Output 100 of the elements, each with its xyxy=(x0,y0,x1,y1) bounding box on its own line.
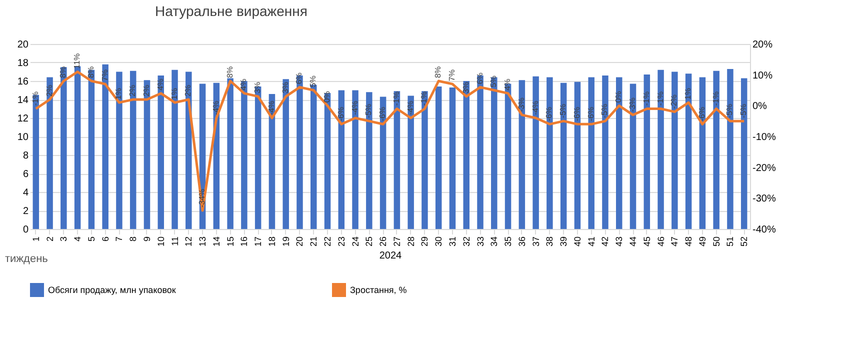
data-label: -6% xyxy=(586,106,596,122)
x-tick-label: 14 xyxy=(211,236,222,247)
x-tick-label: 32 xyxy=(461,236,472,247)
x-tick-label: 52 xyxy=(739,236,750,247)
data-label: 8% xyxy=(434,66,443,78)
bar xyxy=(227,78,234,229)
y2-tick-label: 0% xyxy=(752,101,768,112)
bar xyxy=(740,78,748,229)
data-label: 4% xyxy=(156,78,165,90)
bar xyxy=(672,72,678,229)
y-tick-label: 2 xyxy=(22,206,29,217)
data-label: -6% xyxy=(544,106,554,122)
bar xyxy=(282,79,289,229)
x-tick-label: 28 xyxy=(406,236,416,247)
x-tick-label: 20 xyxy=(294,236,305,247)
bar xyxy=(449,87,456,229)
bar xyxy=(408,96,414,229)
x-tick-label: 24 xyxy=(350,236,360,247)
data-label: 7% xyxy=(100,70,110,82)
bar xyxy=(102,64,108,229)
x-tick-label: 35 xyxy=(503,236,514,247)
x-tick-label: 15 xyxy=(225,236,236,247)
x-tick-label: 9 xyxy=(142,236,152,242)
bar xyxy=(685,74,692,229)
bar xyxy=(727,68,734,229)
data-label: -6% xyxy=(572,106,582,122)
bar xyxy=(532,76,539,229)
data-label: 0% xyxy=(614,91,624,103)
data-label: 5% xyxy=(489,76,498,88)
x-tick-label: 23 xyxy=(336,236,346,247)
x-tick-label: 16 xyxy=(239,236,250,247)
data-label: 3% xyxy=(461,82,470,94)
data-label: 8% xyxy=(86,66,96,78)
bar xyxy=(560,82,567,229)
data-label: 8% xyxy=(225,66,234,78)
x-tick-label: 33 xyxy=(475,236,486,247)
bar xyxy=(46,77,53,229)
x-tick-label: 11 xyxy=(170,236,180,246)
x-tick-label: 8 xyxy=(128,236,138,242)
data-label: -1% xyxy=(392,92,401,106)
data-label: 2% xyxy=(44,84,54,96)
y2-tick-label: -40% xyxy=(752,224,776,236)
text: тиждень xyxy=(5,253,48,265)
x-tick-label: 13 xyxy=(198,236,208,247)
y2-tick-label: 10% xyxy=(752,70,773,82)
x-tick-label: 41 xyxy=(586,236,596,247)
bar xyxy=(602,75,608,229)
bar xyxy=(144,80,150,229)
data-label: -6% xyxy=(336,106,346,122)
x-tick-label: 18 xyxy=(266,236,277,247)
x-tick-label: 6 xyxy=(100,236,110,242)
bar xyxy=(60,67,67,229)
x-tick-label: 10 xyxy=(156,236,166,247)
bar xyxy=(518,80,526,229)
x-tick-label: 29 xyxy=(420,236,430,247)
x-tick-label: 39 xyxy=(558,236,569,247)
x-tick-label: 40 xyxy=(572,236,582,247)
data-label: 6% xyxy=(475,72,484,84)
x-tick-label: 26 xyxy=(378,236,388,247)
data-label: -5% xyxy=(739,104,748,118)
bar xyxy=(491,77,498,229)
data-label: 4% xyxy=(503,78,512,90)
bar xyxy=(116,72,122,229)
x-tick-label: 36 xyxy=(516,236,527,247)
bar xyxy=(616,77,622,229)
bar xyxy=(324,93,331,229)
data-label: 2% xyxy=(128,84,138,96)
data-label: 0% xyxy=(322,91,332,103)
data-label: -4% xyxy=(406,100,415,115)
data-label: 2% xyxy=(184,84,193,96)
x-tick-label: 37 xyxy=(530,236,541,247)
y-tick-label: 8 xyxy=(22,150,29,162)
data-label: -5% xyxy=(364,104,374,118)
x-tick-label: 48 xyxy=(684,236,694,247)
x-tick-label: 5 xyxy=(86,236,96,242)
bar xyxy=(588,77,594,229)
x-tick-label: 19 xyxy=(280,236,291,247)
x-tick-label: 50 xyxy=(711,236,722,247)
data-label: 8% xyxy=(58,66,68,78)
data-label: -4% xyxy=(530,100,540,115)
data-label: 1% xyxy=(114,88,124,100)
bar xyxy=(658,70,664,229)
data-label: -3% xyxy=(516,98,526,112)
legend-label: Обсяги продажу, млн упаковок xyxy=(48,285,176,295)
data-label: -1% xyxy=(711,92,720,106)
y2-tick-label: 20% xyxy=(752,40,773,50)
bar xyxy=(158,75,164,229)
bar xyxy=(186,72,192,229)
data-label: -6% xyxy=(697,106,706,122)
y-tick-label: 16 xyxy=(17,76,29,88)
bar xyxy=(435,86,442,229)
data-label: -1% xyxy=(420,92,429,106)
bar xyxy=(172,70,178,229)
data-label: -5% xyxy=(725,104,734,118)
y2-tick-label: -10% xyxy=(752,132,776,143)
data-label: -34% xyxy=(198,188,207,208)
data-label: -2% xyxy=(670,94,679,109)
data-label: 6% xyxy=(294,72,304,84)
legend-label: Зростання, % xyxy=(350,285,407,295)
data-label: 11% xyxy=(72,53,82,69)
